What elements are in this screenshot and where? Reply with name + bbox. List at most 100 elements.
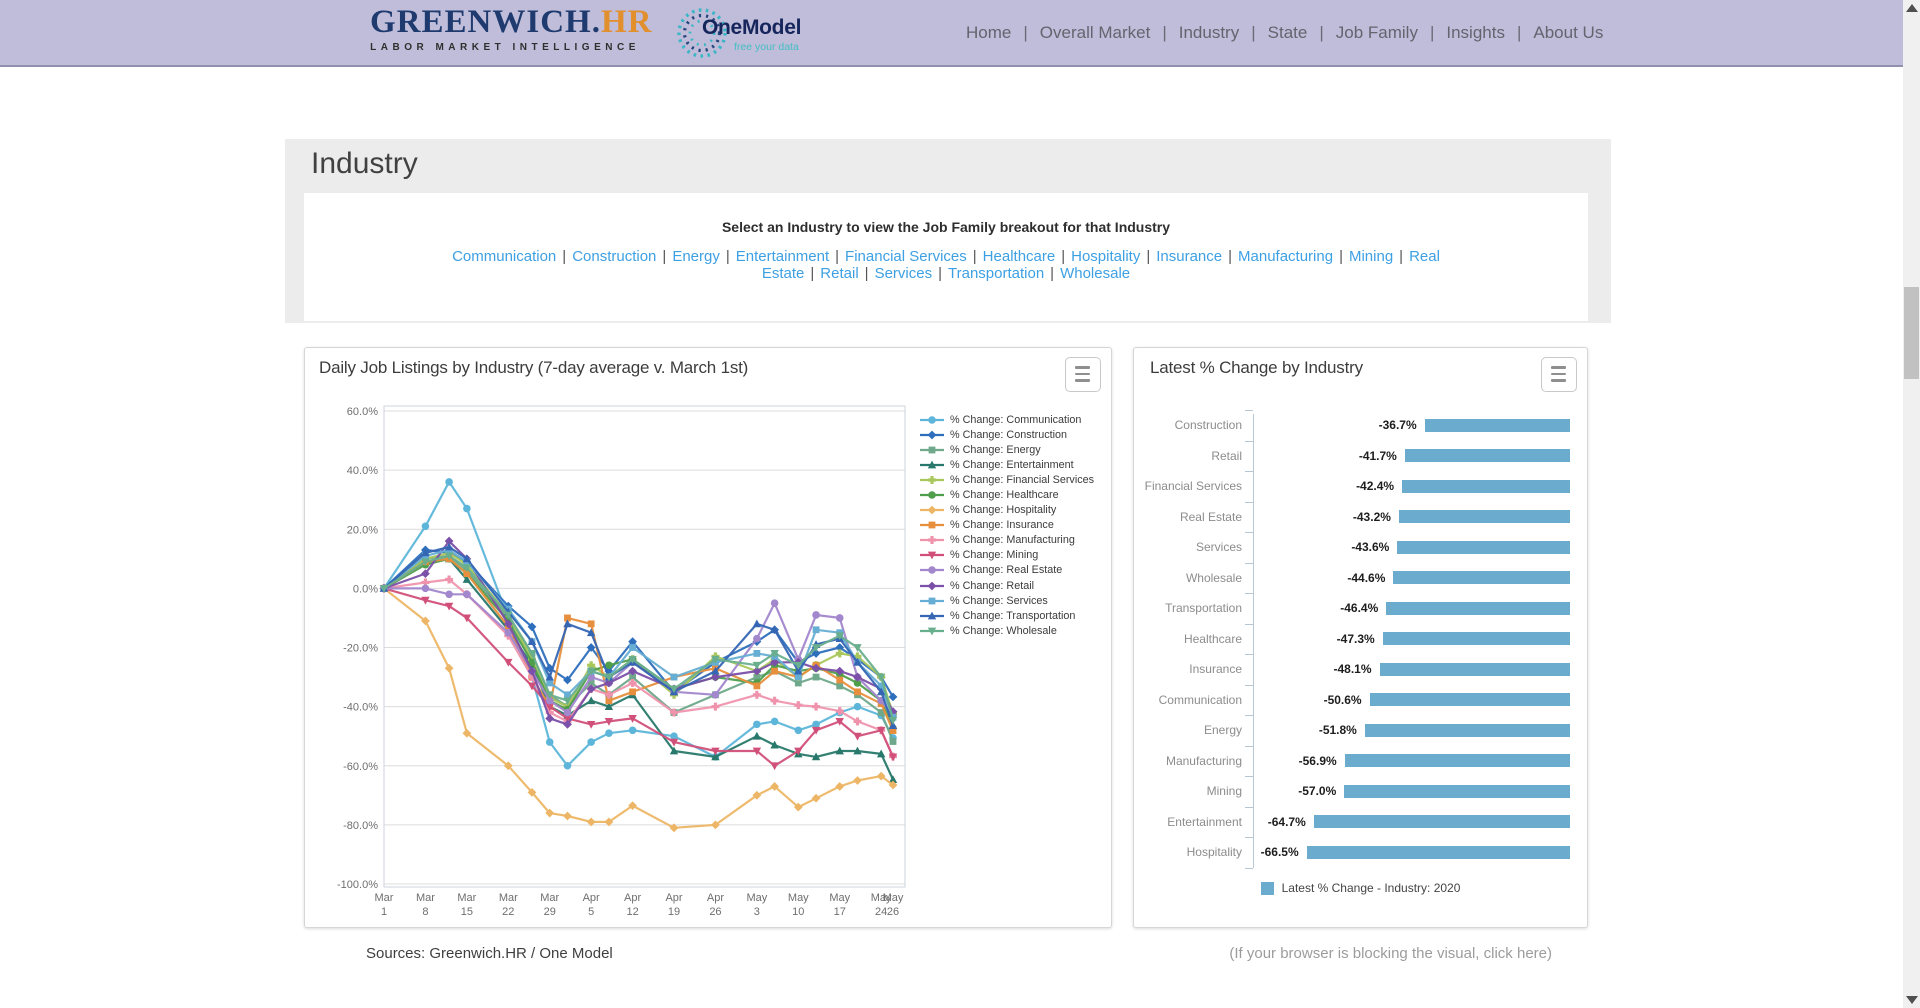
x-axis-label-month: May [829,892,850,904]
nav-separator: | [1023,22,1028,42]
bar-axis-tick [1245,501,1253,503]
legend-marker-icon [920,521,944,529]
nav-separator: | [1251,22,1256,42]
bar-value-label: -48.1% [1333,662,1372,676]
legend-label: % Change: Transportation [950,609,1076,622]
bar-value-label: -57.0% [1298,784,1337,798]
legend-label: % Change: Real Estate [950,564,1063,577]
brand-name: GREENWICH. [370,4,601,40]
link-separator: | [1146,248,1151,265]
bar[interactable] [1344,754,1570,768]
bar-category-label: Energy [1203,723,1242,737]
industry-links: Communication | Construction | Energy | Entert… [304,248,1588,282]
bar-category-label: Services [1195,540,1242,554]
bar[interactable] [1306,845,1570,859]
industry-link-insurance[interactable]: Insurance [1156,248,1223,265]
legend-item-hospitality[interactable]: % Change: Hospitality [919,503,1094,518]
bar-value-label: -36.7% [1378,418,1417,432]
y-axis-label: 0.0% [353,583,378,595]
legend-marker-icon [920,475,944,484]
bar[interactable] [1404,449,1570,463]
series-wholesale [379,552,898,725]
legend-item-transportation[interactable]: % Change: Transportation [919,608,1094,623]
industry-link-financial-services[interactable]: Financial Services [845,248,967,265]
industry-link-services[interactable]: Services [874,265,933,282]
bar-axis-tick [1245,715,1253,716]
legend-item-real-estate[interactable]: % Change: Real Estate [919,563,1094,578]
line-chart-menu-button[interactable] [1065,357,1101,392]
x-axis-label-month: Mar [540,892,559,904]
browser-blocking-note[interactable]: (If your browser is blocking the visual,… [1229,945,1552,962]
x-axis-label-day: 17 [834,906,846,918]
nav-item-about-us[interactable]: About Us [1533,22,1604,42]
industry-link-mining[interactable]: Mining [1348,248,1394,265]
industry-link-wholesale[interactable]: Wholesale [1060,265,1131,282]
industry-link-hospitality[interactable]: Hospitality [1071,248,1141,265]
bar[interactable] [1344,784,1570,798]
x-axis-label-month: May [871,892,892,904]
bar-value-label: -41.7% [1358,448,1397,463]
legend-label: % Change: Services [950,594,1048,607]
scrollbar-thumb[interactable] [1904,287,1919,379]
nav-item-industry[interactable]: Industry [1178,22,1240,42]
legend-item-construction[interactable]: % Change: Construction [919,427,1094,442]
scrollbar-up-arrow-icon[interactable] [1906,4,1918,12]
legend-item-retail[interactable]: % Change: Retail [919,578,1094,593]
bar-category-label: Entertainment [1167,814,1242,829]
nav-item-home[interactable]: Home [966,22,1012,42]
legend-item-insurance[interactable]: % Change: Insurance [919,518,1094,533]
bar[interactable] [1402,479,1570,493]
industry-link-transportation[interactable]: Transportation [948,265,1045,282]
industry-link-healthcare[interactable]: Healthcare [982,248,1056,265]
bar-chart-legend[interactable]: Latest % Change - Industry: 2020 [1134,881,1587,895]
industry-link-energy[interactable]: Energy [672,248,720,265]
industry-link-retail[interactable]: Retail [820,265,859,282]
x-axis-label-day: 24 [875,906,887,918]
nav-separator: | [1516,22,1522,42]
legend-item-mining[interactable]: % Change: Mining [919,548,1094,563]
onemodel-logo[interactable]: OneModel free your data [676,4,806,64]
industry-link-entertainment[interactable]: Entertainment [735,248,830,265]
industry-link-real-estate[interactable]: Real Estate [761,248,1440,282]
industry-link-manufacturing[interactable]: Manufacturing [1238,248,1334,265]
x-axis-label-month: Mar [416,892,435,904]
greenwich-logo-text: GREENWICH.HR [370,4,651,40]
main-nav: Home | Overall Market | Industry | State | Job F… [964,0,1605,65]
series-services [380,546,897,721]
y-axis-label: 60.0% [347,406,378,418]
industry-link-construction[interactable]: Construction [572,248,657,265]
bar[interactable] [1364,723,1570,737]
legend-item-energy[interactable]: % Change: Energy [919,442,1094,457]
bar[interactable] [1397,540,1570,554]
legend-item-services[interactable]: % Change: Services [919,593,1094,608]
industry-link-communication[interactable]: Communication [452,248,557,265]
nav-item-insights[interactable]: Insights [1446,22,1505,42]
bar[interactable] [1382,632,1570,646]
bar[interactable] [1386,601,1570,615]
legend-item-financial-services[interactable]: % Change: Financial Services [919,472,1094,487]
nav-item-state[interactable]: State [1267,22,1308,42]
legend-item-healthcare[interactable]: % Change: Healthcare [919,487,1094,502]
bar-row-insurance: Insurance -48.1% [1134,654,1589,685]
link-separator: | [972,248,977,265]
bar[interactable] [1424,418,1570,432]
scrollbar-track[interactable] [1903,0,1920,1008]
legend-item-communication[interactable]: % Change: Communication [919,412,1094,427]
bar[interactable] [1379,662,1570,676]
nav-item-job-family[interactable]: Job Family [1335,22,1418,42]
nav-item-overall-market[interactable]: Overall Market [1039,22,1151,42]
bar-chart-menu-button[interactable] [1541,357,1577,392]
legend-item-manufacturing[interactable]: % Change: Manufacturing [919,533,1094,548]
legend-item-entertainment[interactable]: % Change: Entertainment [919,457,1094,472]
bar[interactable] [1398,510,1570,524]
bar-row-healthcare: Healthcare -47.3% [1134,624,1589,655]
bar-category-label: Communication [1158,692,1242,707]
bar[interactable] [1393,571,1570,585]
bar[interactable] [1369,693,1570,707]
bar-axis-tick [1245,410,1253,411]
bar[interactable] [1313,815,1570,829]
greenwich-hr-logo[interactable]: GREENWICH.HR LABOR MARKET INTELLIGENCE [370,4,651,53]
legend-item-wholesale[interactable]: % Change: Wholesale [919,623,1094,638]
scrollbar-down-arrow-icon[interactable] [1906,996,1918,1004]
legend-marker-icon [920,505,944,515]
